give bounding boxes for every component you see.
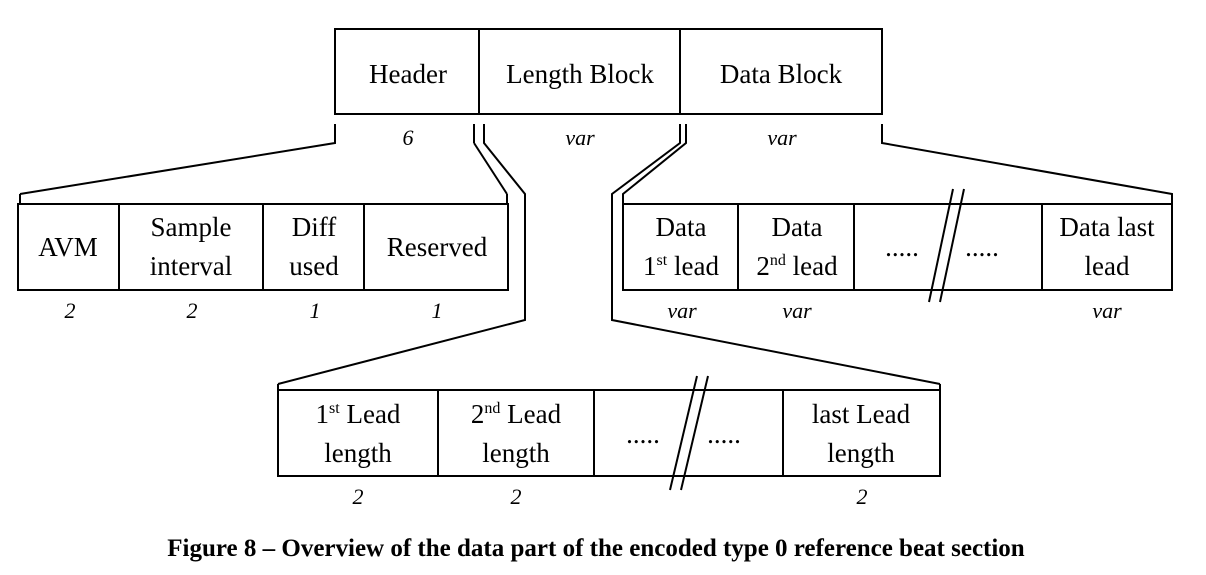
lead-word: Lead	[500, 399, 561, 429]
header-label: Header	[369, 59, 447, 89]
length-block-label: Length Block	[506, 59, 654, 89]
length-fields-frame	[277, 389, 941, 477]
break-mark	[680, 375, 709, 491]
data-fields: Data 1st lead Data 2nd lead ..... ..... …	[622, 188, 1173, 323]
data-second-size: var	[782, 298, 812, 323]
data-last-lead-line1: Data last	[1059, 212, 1155, 242]
ordinal-suffix: nd	[484, 400, 500, 417]
ordinal-number: 1	[316, 399, 330, 429]
avm-label: AVM	[38, 232, 98, 262]
ordinal-suffix: st	[657, 252, 668, 269]
data-second-lead-line1: Data	[772, 212, 823, 242]
header-connector-right	[473, 142, 508, 195]
diff-used-size: 1	[310, 298, 321, 323]
data-first-size: var	[667, 298, 697, 323]
avm-size: 2	[65, 298, 76, 323]
data-last-size: var	[1092, 298, 1122, 323]
header-connector-left	[19, 124, 336, 195]
data-second-lead-line2: 2nd lead	[756, 251, 838, 281]
length-ellipsis-left: .....	[626, 419, 660, 449]
header-size: 6	[403, 125, 414, 150]
first-lead-length-line1: 1st Lead	[316, 399, 401, 429]
data-first-lead-line1: Data	[656, 212, 707, 242]
data-block-size: var	[767, 125, 797, 150]
sample-interval-label-line1: Sample	[151, 212, 232, 242]
break-mark	[928, 188, 954, 303]
data-connector-right	[881, 124, 1173, 204]
data-fields-frame	[622, 203, 1173, 291]
diff-used-label-line1: Diff	[292, 212, 337, 242]
reserved-label: Reserved	[387, 232, 488, 262]
ordinal-suffix: st	[329, 400, 340, 417]
connectors	[19, 124, 1173, 390]
length-connector-right	[611, 124, 941, 385]
second-lead-length-size: 2	[511, 484, 522, 509]
data-ellipsis-right: .....	[965, 232, 999, 262]
length-block-size: var	[565, 125, 595, 150]
top-record-frame	[334, 28, 883, 115]
length-ellipsis-right: .....	[707, 419, 741, 449]
last-lead-length-line2: length	[827, 438, 895, 468]
second-lead-length-line2: length	[482, 438, 550, 468]
first-lead-length-size: 2	[353, 484, 364, 509]
ordinal-suffix: nd	[770, 252, 786, 269]
break-mark	[669, 375, 698, 491]
ordinal-number: 2	[756, 251, 770, 281]
data-ellipsis-left: .....	[885, 232, 919, 262]
ordinal-number: 1	[643, 251, 657, 281]
lead-word: Lead	[340, 399, 401, 429]
diff-used-label-line2: used	[289, 251, 339, 281]
header-fields: AVM Sample interval Diff used Reserved 2…	[17, 203, 509, 323]
sample-interval-label-line2: interval	[150, 251, 232, 281]
last-lead-length-line1: last Lead	[812, 399, 911, 429]
data-connector-left	[622, 124, 687, 204]
data-block-label: Data Block	[720, 59, 843, 89]
second-lead-length-line1: 2nd Lead	[471, 399, 562, 429]
reserved-size: 1	[432, 298, 443, 323]
length-connector-left	[277, 124, 526, 385]
lead-word: lead	[667, 251, 719, 281]
figure-caption: Figure 8 – Overview of the data part of …	[167, 535, 1025, 562]
first-lead-length-line2: length	[324, 438, 392, 468]
lead-word: lead	[786, 251, 838, 281]
data-last-lead-line2: lead	[1085, 251, 1130, 281]
sample-interval-size: 2	[187, 298, 198, 323]
ordinal-number: 2	[471, 399, 485, 429]
last-lead-length-size: 2	[857, 484, 868, 509]
data-first-lead-line2: 1st lead	[643, 251, 719, 281]
break-mark	[939, 188, 965, 303]
length-fields: 1st Lead length 2nd Lead length ..... ..…	[277, 375, 941, 509]
top-record: Header Length Block Data Block 6 var var	[334, 28, 883, 150]
